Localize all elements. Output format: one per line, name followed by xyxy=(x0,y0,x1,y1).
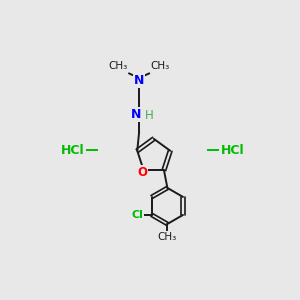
Text: CH₃: CH₃ xyxy=(108,61,128,71)
Text: N: N xyxy=(134,74,144,87)
Text: HCl: HCl xyxy=(61,144,85,157)
Text: CH₃: CH₃ xyxy=(151,61,170,71)
Text: O: O xyxy=(137,167,147,179)
Text: H: H xyxy=(144,109,153,122)
Text: N: N xyxy=(131,107,142,121)
Text: Cl: Cl xyxy=(131,210,143,220)
Text: HCl: HCl xyxy=(220,144,244,157)
Text: CH₃: CH₃ xyxy=(158,232,177,242)
